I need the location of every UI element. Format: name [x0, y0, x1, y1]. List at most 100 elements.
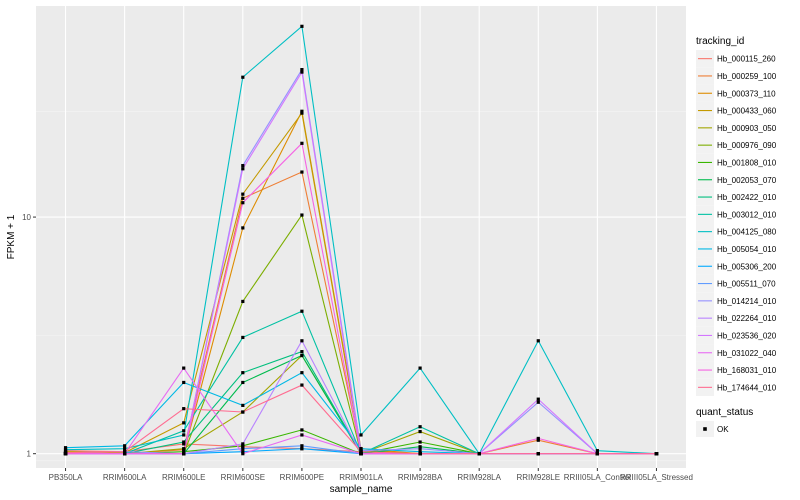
data-point — [418, 425, 422, 429]
data-point — [241, 450, 245, 454]
data-point — [536, 397, 540, 401]
data-point — [418, 445, 422, 449]
x-tick-label: RRIM600LA — [103, 473, 147, 482]
data-point — [418, 447, 422, 451]
x-tick-label: RRIM600PE — [280, 473, 324, 482]
grid-layer — [36, 6, 686, 468]
data-point — [300, 109, 304, 113]
data-point — [241, 192, 245, 196]
data-point — [241, 335, 245, 340]
data-point — [536, 339, 540, 343]
data-point — [182, 407, 186, 411]
x-tick-label: RRIM600SE — [221, 473, 265, 482]
legend-item-label: Hb_000976_090 — [717, 141, 777, 150]
data-point — [418, 366, 422, 370]
legend-item-label: Hb_001808_010 — [717, 158, 777, 167]
data-point — [63, 451, 68, 455]
data-point — [536, 452, 540, 456]
data-point — [123, 450, 127, 454]
data-point — [418, 429, 422, 434]
data-point — [300, 70, 304, 74]
data-point — [241, 403, 245, 407]
legend-item-label: Hb_014214_010 — [717, 297, 777, 306]
x-tick-label: RRIM901LA — [339, 473, 383, 482]
legend-item-label: Hb_002422_010 — [717, 193, 777, 202]
data-point — [359, 452, 363, 456]
legend-item-label: Hb_000373_110 — [717, 89, 776, 98]
data-point — [241, 447, 245, 451]
data-point — [300, 111, 304, 115]
legend-item-label: Hb_031022_040 — [717, 349, 777, 358]
shape-legend-title: quant_status — [696, 407, 753, 418]
data-point — [300, 141, 304, 145]
shape-legend-label: OK — [717, 425, 729, 434]
data-point — [300, 68, 304, 72]
data-point — [418, 452, 422, 456]
data-point — [182, 421, 186, 425]
legend-item-label: Hb_000433_060 — [717, 107, 777, 116]
data-point — [300, 447, 304, 451]
legend-title: tracking_id — [696, 36, 744, 47]
data-point — [63, 446, 68, 450]
data-point — [241, 371, 245, 375]
data-point — [300, 213, 304, 217]
data-point — [300, 428, 304, 432]
data-point — [300, 309, 304, 313]
data-point — [359, 433, 363, 437]
point-layer — [63, 24, 659, 456]
data-point — [123, 444, 127, 448]
data-point — [182, 440, 186, 444]
x-tick-label: RRIII05LA_Stressed — [620, 473, 693, 482]
data-point — [241, 196, 245, 200]
data-point — [182, 450, 186, 454]
data-point — [300, 444, 304, 448]
legend-item-label: Hb_174644_010 — [717, 383, 777, 392]
legend-item-label: Hb_005054_010 — [717, 245, 777, 254]
data-point — [359, 450, 363, 454]
data-point — [300, 371, 304, 375]
x-tick-label: RRIM928LE — [516, 473, 560, 482]
data-point — [182, 433, 186, 437]
data-point — [300, 353, 304, 358]
data-point — [300, 24, 304, 28]
data-point — [300, 383, 304, 387]
data-point — [595, 452, 599, 456]
data-point — [359, 447, 363, 451]
legend-item-label: Hb_002053_070 — [717, 176, 777, 185]
data-point — [300, 170, 304, 174]
data-point — [182, 447, 186, 451]
legend-item-label: Hb_000259_100 — [717, 72, 777, 81]
data-point — [241, 164, 245, 168]
data-point — [300, 433, 304, 437]
legend-item-label: Hb_004125_080 — [717, 228, 777, 237]
data-point — [241, 299, 245, 304]
data-point — [182, 452, 186, 456]
legend-item-label: Hb_003012_010 — [717, 210, 777, 219]
y-axis-title: FPKM + 1 — [6, 214, 17, 259]
data-point — [182, 429, 186, 433]
legend-item-label: Hb_000115_260 — [717, 55, 776, 64]
data-point — [595, 449, 599, 453]
data-point — [536, 436, 540, 441]
x-tick-label: RRIM600LE — [162, 473, 206, 482]
data-point — [536, 438, 540, 442]
legend-item-label: Hb_023536_020 — [717, 331, 777, 340]
legend: tracking_id Hb_000115_260 Hb_000259_100 Hb… — [696, 36, 777, 437]
data-point — [241, 444, 245, 448]
data-point — [63, 448, 68, 452]
data-point — [536, 400, 540, 404]
data-point — [123, 452, 127, 456]
data-point — [241, 442, 245, 446]
data-point — [182, 380, 186, 385]
data-point — [300, 339, 304, 343]
x-axis-title: sample_name — [330, 484, 393, 495]
shape-legend-point — [703, 427, 707, 431]
x-tick-label: PB350LA — [49, 473, 83, 482]
legend-item-label: Hb_005511_070 — [717, 280, 776, 289]
legend-item-label: Hb_168031_010 — [717, 366, 777, 375]
x-tick-label: RRIM928BA — [398, 473, 443, 482]
legend-item-label: Hb_022264_010 — [717, 314, 777, 323]
data-point — [182, 366, 186, 370]
y-tick-label: 1 — [27, 450, 32, 459]
